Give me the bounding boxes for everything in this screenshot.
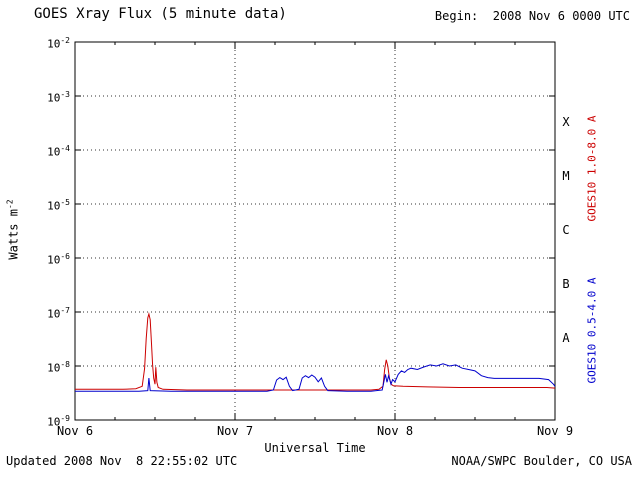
y-tick-label: 10-8 <box>47 360 70 375</box>
y-tick-label: 10-4 <box>47 144 70 159</box>
x-tick-label: Nov 6 <box>56 424 94 438</box>
begin-time-label: Begin: 2008 Nov 6 0000 UTC <box>434 9 630 23</box>
y-tick-label: 10-6 <box>47 252 70 267</box>
y-tick-label: 10-7 <box>47 306 70 321</box>
flare-class-label-x: X <box>562 115 570 129</box>
y-axis-title-exponent: -2 <box>5 199 15 210</box>
legend-goes10-short-channel: GOES10 0.5-4.0 A <box>585 277 599 384</box>
y-axis-title: Watts m-2 <box>6 170 21 290</box>
y-tick-label: 10-9 <box>47 414 70 429</box>
flare-class-label-c: C <box>562 223 570 237</box>
y-tick-label: 10-2 <box>47 36 70 51</box>
x-tick-label: Nov 8 <box>376 424 414 438</box>
x-tick-label: Nov 7 <box>216 424 254 438</box>
flare-class-label-a: A <box>562 331 570 345</box>
x-axis-title: Universal Time <box>264 441 366 455</box>
y-axis-title-base: Watts m <box>6 209 21 260</box>
legend-goes10-long-channel: GOES10 1.0-8.0 A <box>585 115 599 222</box>
updated-timestamp: Updated 2008 Nov 8 22:55:02 UTC <box>6 454 238 468</box>
chart-title: GOES Xray Flux (5 minute data) <box>34 6 287 22</box>
x-tick-label: Nov 9 <box>536 424 574 438</box>
flare-class-label-b: B <box>562 277 570 291</box>
flare-class-label-m: M <box>562 169 570 183</box>
y-tick-label: 10-5 <box>47 198 70 213</box>
y-tick-label: 10-3 <box>47 90 70 105</box>
source-attribution: NOAA/SWPC Boulder, CO USA <box>451 454 632 468</box>
